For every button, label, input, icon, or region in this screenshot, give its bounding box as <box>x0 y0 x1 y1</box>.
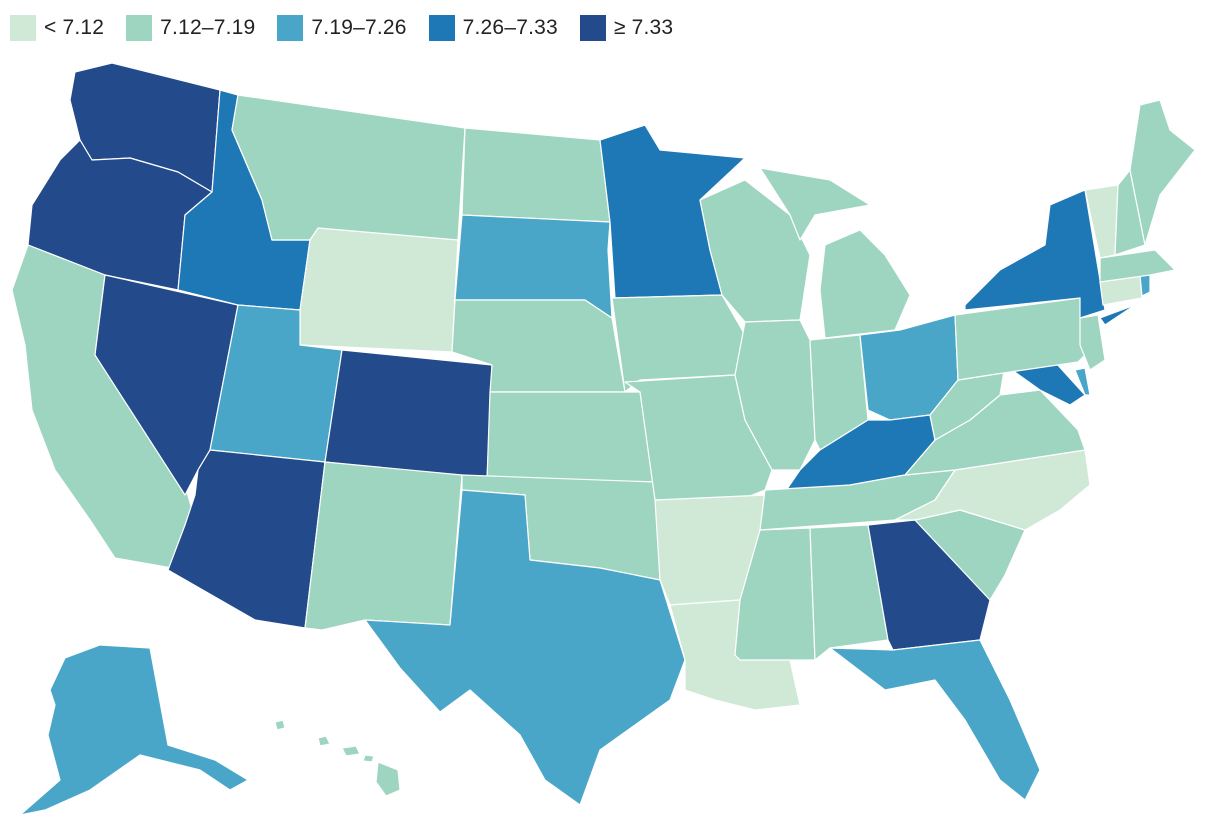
state-ak[interactable] <box>19 644 249 816</box>
state-ri[interactable] <box>1139 274 1151 297</box>
legend-swatch-1 <box>126 15 153 41</box>
legend-swatch-0 <box>10 15 36 41</box>
legend-item-1: 7.12–7.19 <box>126 15 255 41</box>
state-al[interactable] <box>809 524 889 661</box>
state-co[interactable] <box>324 349 493 481</box>
legend-label-2: 7.19–7.26 <box>311 16 407 39</box>
state-ma[interactable] <box>1099 249 1176 283</box>
state-pa[interactable] <box>954 297 1096 381</box>
state-nj[interactable] <box>1079 314 1106 371</box>
legend-item-3: 7.26–7.33 <box>428 15 558 41</box>
legend-swatch-4 <box>579 15 606 41</box>
legend-item-4: ≥ 7.33 <box>579 15 674 41</box>
map-legend: < 7.12 7.12–7.19 7.19–7.26 7.26–7.33 ≥ 7… <box>10 12 695 44</box>
state-mi[interactable] <box>759 167 911 339</box>
legend-label-0: < 7.12 <box>44 16 105 39</box>
state-me[interactable] <box>1129 99 1196 246</box>
legend-item-0: < 7.12 <box>10 15 104 41</box>
legend-item-2: 7.19–7.26 <box>277 15 406 41</box>
state-mt[interactable] <box>231 94 466 241</box>
state-nd[interactable] <box>461 127 611 223</box>
state-fl[interactable] <box>829 639 1041 801</box>
legend-label-3: 7.26–7.33 <box>462 16 558 39</box>
legend-swatch-3 <box>428 15 455 41</box>
state-hi[interactable] <box>274 719 401 797</box>
state-ks[interactable] <box>486 391 656 483</box>
state-tx[interactable] <box>364 489 686 806</box>
state-nm[interactable] <box>304 461 463 631</box>
legend-label-1: 7.12–7.19 <box>160 16 256 39</box>
state-de[interactable] <box>1074 367 1091 396</box>
state-wy[interactable] <box>299 227 459 353</box>
legend-swatch-2 <box>277 15 304 41</box>
legend-label-4: ≥ 7.33 <box>613 16 674 39</box>
